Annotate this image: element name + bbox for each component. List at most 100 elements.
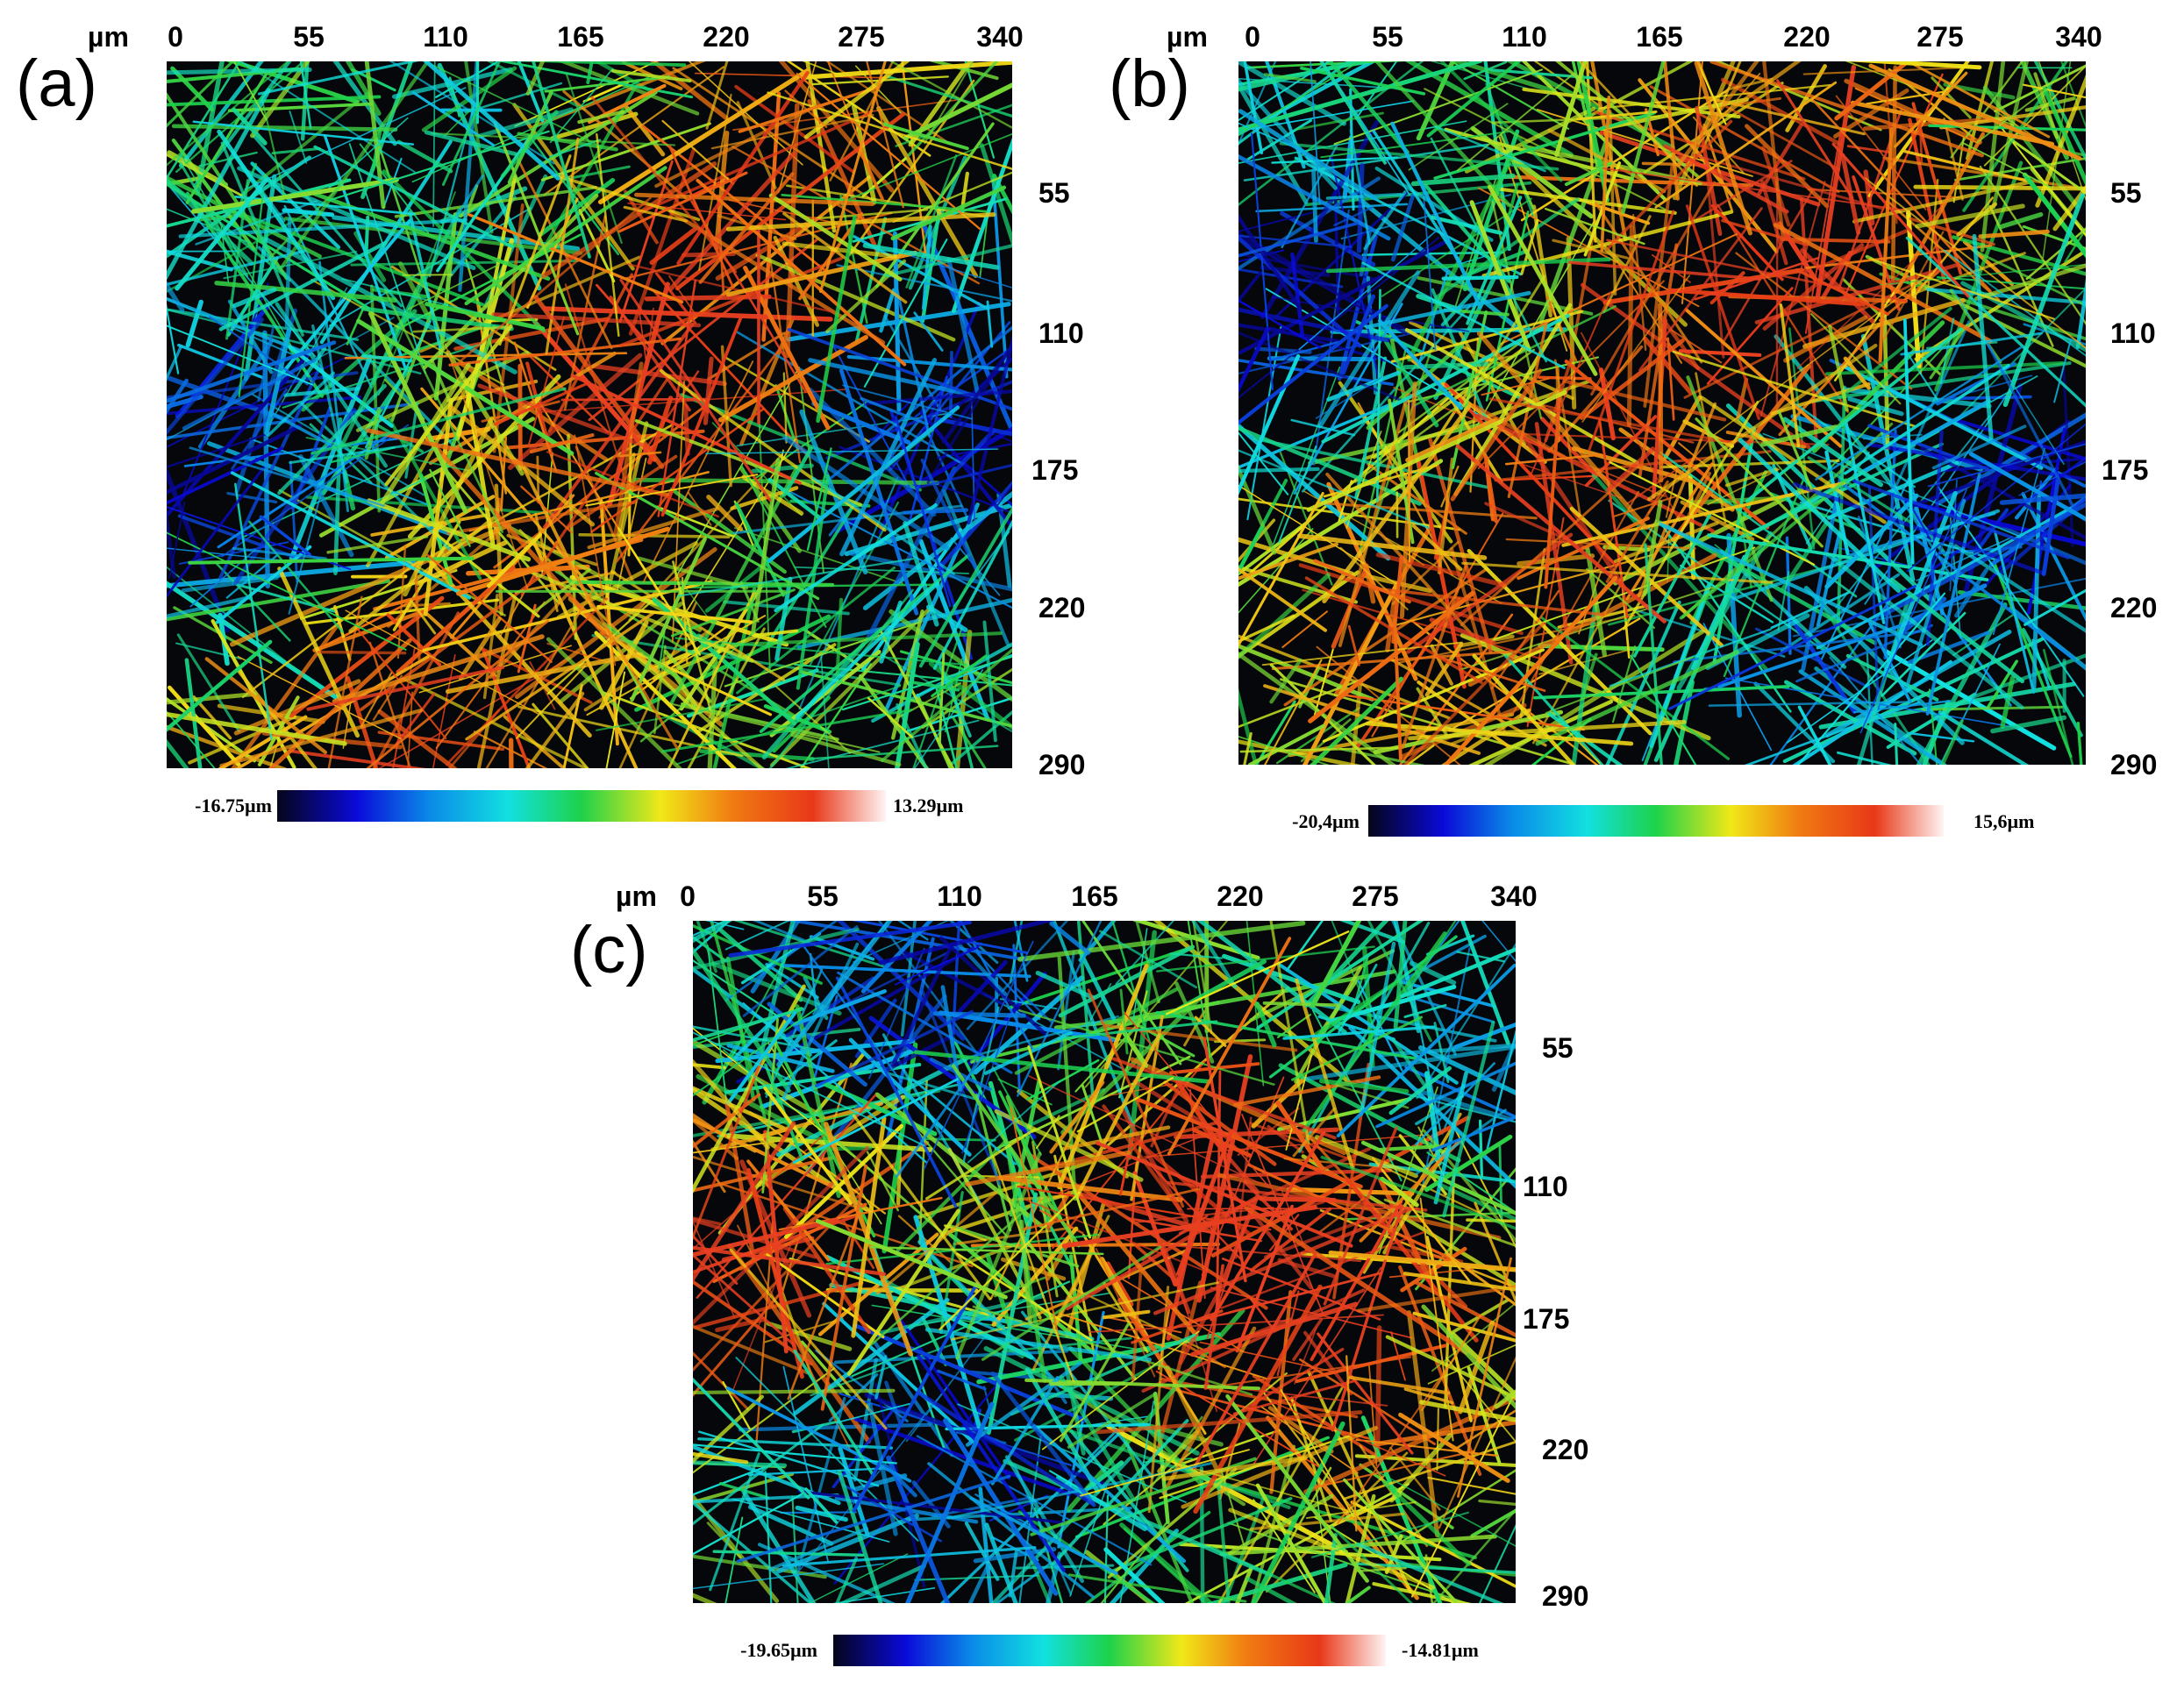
fiber-strand xyxy=(675,685,901,766)
fiber-strand xyxy=(590,96,738,274)
fiber-strand xyxy=(533,295,665,469)
fiber-strand xyxy=(1256,921,1424,1030)
fiber-strand xyxy=(1328,1251,1516,1272)
fiber-strand xyxy=(346,675,379,768)
fiber-strand xyxy=(1882,490,1958,677)
fiber-strand xyxy=(300,402,452,552)
fiber-strand xyxy=(1317,1197,1365,1235)
fiber-strand xyxy=(1243,731,1253,765)
fiber-strand xyxy=(390,184,479,423)
fiber-strand xyxy=(1511,490,1640,716)
fiber-strand xyxy=(1019,1087,1106,1131)
fiber-strand xyxy=(1450,61,1556,94)
fiber-strand xyxy=(617,527,702,656)
fiber-strand xyxy=(541,388,850,413)
fiber-strand xyxy=(1649,85,1840,194)
fiber-strand xyxy=(1408,995,1495,1023)
fiber-strand xyxy=(1238,464,1277,555)
fiber-strand xyxy=(696,178,907,367)
fiber-strand xyxy=(897,921,929,941)
fiber-strand xyxy=(1712,426,1756,664)
fiber-strand xyxy=(884,244,1012,278)
fiber-strand xyxy=(1606,239,1908,303)
x-tick-label: 340 xyxy=(1490,880,1538,912)
fiber-strand xyxy=(693,1086,786,1130)
fiber-strand xyxy=(1210,1130,1326,1322)
fiber-strand xyxy=(1605,446,1656,493)
fiber-strand xyxy=(1491,1036,1516,1092)
fiber-strand xyxy=(167,595,252,619)
fiber-strand xyxy=(1667,585,1916,710)
fiber-strand xyxy=(2002,193,2085,408)
fiber-strand xyxy=(870,1245,1104,1256)
fiber-strand xyxy=(1402,622,1545,765)
unit-label: µm xyxy=(616,880,657,912)
fiber-strand xyxy=(271,146,321,155)
fiber-strand xyxy=(219,708,424,768)
fiber-strand xyxy=(1243,1180,1294,1231)
fiber-strand xyxy=(432,531,540,618)
fiber-strand xyxy=(1552,239,1629,260)
fiber-strand xyxy=(1165,930,1350,1016)
fiber-strand xyxy=(667,145,734,288)
fiber-strand xyxy=(1115,921,1175,986)
fiber-strand xyxy=(422,193,599,370)
fiber-strand xyxy=(1298,227,1440,351)
fiber-strand xyxy=(1269,658,1303,704)
fiber-strand xyxy=(432,61,436,227)
fiber-strand xyxy=(1323,1126,1398,1306)
fiber-strand xyxy=(1402,1272,1516,1292)
fiber-strand xyxy=(995,1562,1052,1603)
fiber-strand xyxy=(2025,227,2086,281)
fiber-strand xyxy=(693,1145,869,1326)
fiber-strand xyxy=(1315,1135,1418,1179)
fiber-strand xyxy=(1295,978,1354,1169)
fiber-strand xyxy=(546,451,720,518)
fiber-strand xyxy=(1350,1500,1516,1588)
fiber-strand xyxy=(1378,1178,1437,1293)
fiber-strand xyxy=(1372,1582,1472,1603)
fiber-strand xyxy=(951,1064,1081,1248)
fiber-strand xyxy=(1962,61,2069,212)
fiber-strand xyxy=(913,669,984,768)
fiber-strand xyxy=(1433,1071,1468,1205)
fiber-strand xyxy=(190,177,399,214)
fiber-strand xyxy=(1658,303,1664,483)
fiber-strand xyxy=(693,1121,796,1283)
fiber-strand xyxy=(798,476,899,710)
fiber-strand xyxy=(377,709,458,768)
fiber-strand xyxy=(1302,581,1400,765)
fiber-strand xyxy=(234,482,273,741)
fiber-strand xyxy=(318,417,535,538)
fiber-strand xyxy=(167,431,274,468)
fiber-strand xyxy=(1857,515,1902,649)
fiber-strand xyxy=(1345,1355,1358,1532)
fiber-strand xyxy=(842,384,973,420)
fiber-strand xyxy=(261,99,286,198)
fiber-strand xyxy=(878,301,981,535)
fiber-strand xyxy=(1375,1061,1516,1129)
fiber-strand xyxy=(886,1455,951,1603)
fiber-strand xyxy=(709,1452,760,1592)
fiber-strand xyxy=(1263,73,1317,83)
fiber-strand xyxy=(854,217,888,343)
fiber-strand xyxy=(630,537,707,702)
fiber-strand xyxy=(1316,645,1461,765)
fiber-strand xyxy=(698,172,795,284)
fiber-strand xyxy=(586,615,767,716)
fiber-strand xyxy=(1678,349,1762,357)
fiber-strand xyxy=(1228,1507,1436,1590)
fiber-strand xyxy=(839,368,919,616)
fiber-strand xyxy=(767,405,960,563)
x-tick-label: 220 xyxy=(1783,21,1831,53)
fiber-strand xyxy=(1762,61,1785,239)
fiber-strand xyxy=(660,709,913,753)
fiber-strand xyxy=(1846,145,1892,154)
fiber-strand xyxy=(693,1117,739,1160)
fiber-strand xyxy=(795,581,940,719)
fiber-strand xyxy=(860,396,929,426)
fiber-strand xyxy=(1540,616,1730,760)
fiber-strand xyxy=(764,1317,844,1343)
x-tick-label: 275 xyxy=(838,21,885,53)
y-tick-label: 220 xyxy=(2110,592,2158,624)
